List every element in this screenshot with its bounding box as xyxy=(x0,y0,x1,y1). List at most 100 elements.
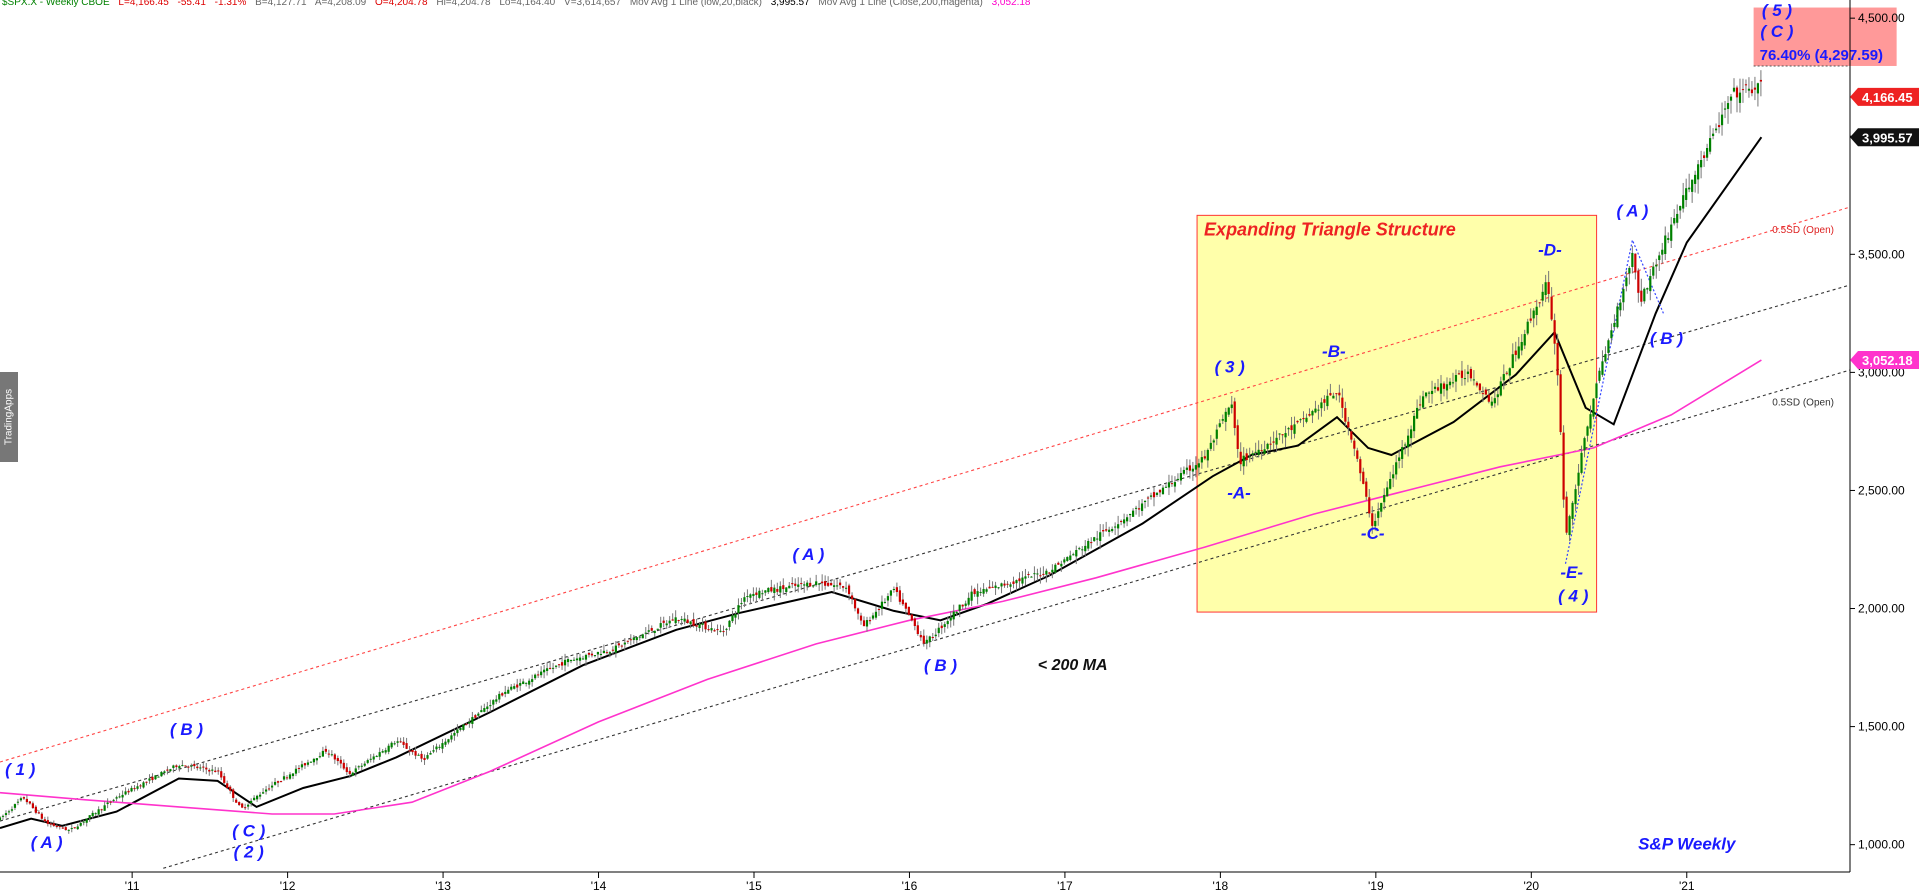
candle-body-407 xyxy=(1215,429,1218,439)
candle-body-189 xyxy=(563,659,567,666)
candle-body-521 xyxy=(1556,342,1559,376)
candle-body-416 xyxy=(1242,455,1245,467)
candle-body-258 xyxy=(770,587,773,592)
candle-body-15 xyxy=(43,819,46,822)
candle-body-134 xyxy=(399,741,402,743)
candle-body-342 xyxy=(1021,577,1024,584)
candle-body-133 xyxy=(396,741,399,743)
candle-body-560 xyxy=(1673,218,1676,224)
header-bid: B=4,127.71 xyxy=(255,0,307,8)
candle-body-37 xyxy=(109,801,112,803)
candle-body-129 xyxy=(384,750,387,753)
candle-body-174 xyxy=(519,682,522,686)
candle-body-387 xyxy=(1155,492,1159,495)
candle-body-60 xyxy=(178,766,181,769)
candle-body-161 xyxy=(480,710,483,713)
candle-body-185 xyxy=(551,667,555,669)
candle-body-130 xyxy=(387,745,390,752)
candle-body-20 xyxy=(58,826,61,828)
candle-body-377 xyxy=(1126,517,1129,522)
candle-body-229 xyxy=(683,618,686,622)
x-tick-label-4: '15 xyxy=(746,879,762,893)
candle-body-88 xyxy=(261,792,265,794)
candle-body-450 xyxy=(1344,408,1347,422)
candle-body-82 xyxy=(244,807,247,809)
header-ma1-value: 3,995.57 xyxy=(770,0,810,8)
candle-body-361 xyxy=(1078,548,1081,550)
candle-body-322 xyxy=(961,604,964,607)
candle-body-321 xyxy=(958,604,961,611)
candle-body-485 xyxy=(1448,381,1452,386)
candle-body-375 xyxy=(1120,520,1123,522)
candle-body-75 xyxy=(223,776,226,783)
candle-body-421 xyxy=(1257,449,1260,456)
candle-body-181 xyxy=(540,671,543,676)
candle-body-239 xyxy=(713,630,716,632)
candle-body-279 xyxy=(833,585,836,587)
candle-body-381 xyxy=(1137,508,1141,510)
candle-body-447 xyxy=(1335,393,1338,395)
candle-body-494 xyxy=(1475,382,1478,386)
wave-label-14: -E- xyxy=(1560,563,1583,582)
candle-body-21 xyxy=(61,827,64,829)
candle-body-582 xyxy=(1738,92,1742,103)
candle-body-573 xyxy=(1711,133,1715,137)
candle-body-248 xyxy=(740,603,743,605)
candle-body-215 xyxy=(641,634,644,639)
candle-body-415 xyxy=(1239,451,1242,465)
candle-body-260 xyxy=(776,588,779,592)
candle-body-210 xyxy=(626,640,629,642)
candle-body-144 xyxy=(429,753,432,755)
candle-body-323 xyxy=(964,603,967,606)
candle-body-412 xyxy=(1230,404,1233,409)
candle-body-107 xyxy=(318,756,321,758)
candle-body-349 xyxy=(1042,573,1045,575)
candle-body-76 xyxy=(226,783,229,789)
candle-body-541 xyxy=(1616,306,1619,328)
wave-label-18: ( 5 ) xyxy=(1762,1,1793,20)
candle-body-290 xyxy=(865,620,869,627)
candle-body-544 xyxy=(1625,277,1628,287)
candle-body-127 xyxy=(378,752,381,757)
candle-body-250 xyxy=(746,596,749,598)
candle-body-360 xyxy=(1075,549,1078,557)
candle-body-459 xyxy=(1371,513,1374,526)
candle-body-267 xyxy=(797,584,800,587)
candle-body-203 xyxy=(605,652,609,654)
candle-body-268 xyxy=(800,583,803,585)
candle-body-561 xyxy=(1676,213,1679,223)
wave-label-6: ( A ) xyxy=(793,545,825,564)
candle-body-333 xyxy=(994,585,997,588)
candle-body-510 xyxy=(1523,334,1526,346)
candle-body-508 xyxy=(1517,346,1520,359)
candle-body-110 xyxy=(327,753,330,755)
candle-body-542 xyxy=(1619,302,1622,311)
candle-body-396 xyxy=(1182,469,1186,474)
candle-body-10 xyxy=(28,801,31,804)
candle-body-504 xyxy=(1505,372,1508,374)
candle-body-212 xyxy=(632,637,635,641)
candle-body-43 xyxy=(127,790,130,793)
candle-body-193 xyxy=(575,658,579,661)
candle-body-368 xyxy=(1099,532,1102,541)
candle-body-249 xyxy=(743,597,746,602)
header-ma2-label: Mov Avg 1 Line (Close,200,magenta) xyxy=(818,0,983,8)
candle-body-264 xyxy=(788,585,791,589)
candle-body-163 xyxy=(486,706,489,709)
price-tag-label-3: 3,052.18 xyxy=(1862,353,1913,368)
candle-body-206 xyxy=(614,645,617,653)
candle-body-568 xyxy=(1697,164,1700,180)
candle-body-316 xyxy=(943,624,946,627)
candle-body-506 xyxy=(1511,354,1514,368)
candle-body-527 xyxy=(1574,489,1577,505)
candle-body-170 xyxy=(507,689,510,694)
candle-body-352 xyxy=(1051,569,1054,573)
candle-body-482 xyxy=(1439,383,1443,394)
candle-body-505 xyxy=(1508,368,1511,376)
candle-body-253 xyxy=(755,592,758,595)
candle-body-148 xyxy=(441,743,444,749)
y-tick-label-1: 1,500.00 xyxy=(1858,720,1905,734)
y-tick-label-7: 4,500.00 xyxy=(1858,11,1905,25)
candle-body-354 xyxy=(1057,562,1060,565)
candle-body-529 xyxy=(1580,452,1583,473)
